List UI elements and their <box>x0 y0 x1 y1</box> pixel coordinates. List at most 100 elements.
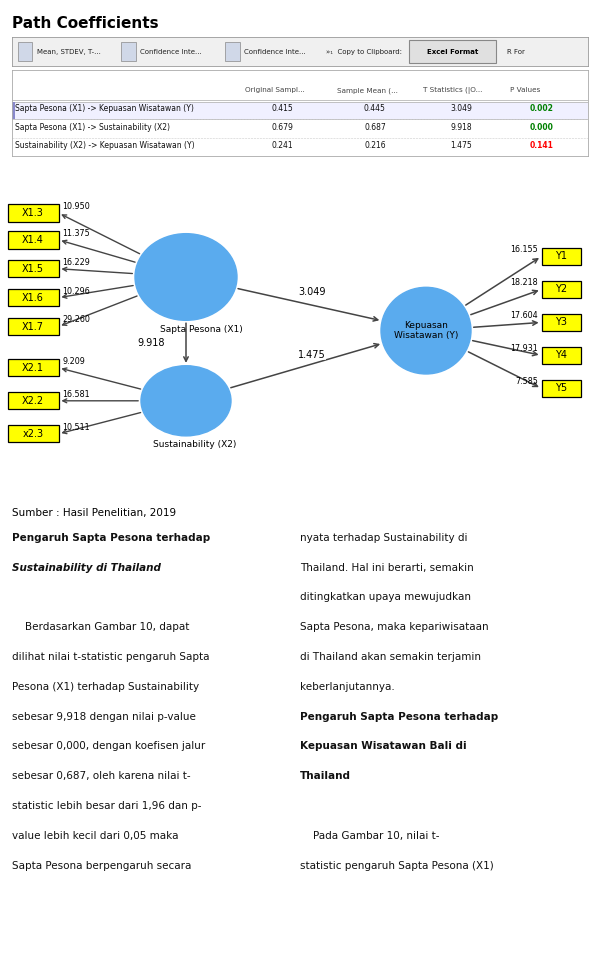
Text: 18.218: 18.218 <box>510 278 538 287</box>
Text: 0.687: 0.687 <box>364 123 386 132</box>
Text: sebesar 0,000, dengan koefisen jalur: sebesar 0,000, dengan koefisen jalur <box>12 742 205 751</box>
Text: 16.581: 16.581 <box>62 389 90 399</box>
Text: Pada Gambar 10, nilai t-: Pada Gambar 10, nilai t- <box>300 831 439 841</box>
Text: Confidence Inte...: Confidence Inte... <box>244 49 306 55</box>
Bar <box>18 42 32 61</box>
Text: 0.216: 0.216 <box>364 141 386 150</box>
Text: 9.209: 9.209 <box>62 357 85 366</box>
Text: 3.049: 3.049 <box>298 287 325 297</box>
FancyBboxPatch shape <box>8 359 59 376</box>
Text: ditingkatkan upaya mewujudkan: ditingkatkan upaya mewujudkan <box>300 592 471 602</box>
Bar <box>12 101 15 119</box>
Text: Sample Mean (...: Sample Mean (... <box>337 87 398 94</box>
FancyBboxPatch shape <box>8 260 59 278</box>
Text: 16.229: 16.229 <box>62 257 90 267</box>
FancyBboxPatch shape <box>542 380 581 396</box>
Text: 11.375: 11.375 <box>62 229 90 237</box>
Text: 10.950: 10.950 <box>62 202 90 211</box>
Text: statistic pengaruh Sapta Pesona (X1): statistic pengaruh Sapta Pesona (X1) <box>300 860 494 871</box>
FancyBboxPatch shape <box>8 289 59 306</box>
Text: nyata terhadap Sustainability di: nyata terhadap Sustainability di <box>300 533 467 543</box>
Text: 16.155: 16.155 <box>510 245 538 255</box>
Text: 10.511: 10.511 <box>62 423 90 432</box>
Text: sebesar 9,918 dengan nilai p-value: sebesar 9,918 dengan nilai p-value <box>12 712 196 722</box>
Text: 0.679: 0.679 <box>272 123 293 132</box>
FancyBboxPatch shape <box>8 318 59 335</box>
FancyBboxPatch shape <box>542 314 581 330</box>
Text: Sapta Pesona berpengaruh secara: Sapta Pesona berpengaruh secara <box>12 860 191 871</box>
Text: Sustainability (X2): Sustainability (X2) <box>154 440 236 449</box>
Text: dilihat nilai t-statistic pengaruh Sapta: dilihat nilai t-statistic pengaruh Sapta <box>12 652 209 662</box>
Text: Confidence Inte...: Confidence Inte... <box>140 49 202 55</box>
Bar <box>121 42 136 61</box>
Text: sebesar 0,687, oleh karena nilai t-: sebesar 0,687, oleh karena nilai t- <box>12 771 191 781</box>
Text: 10.296: 10.296 <box>62 286 90 296</box>
Text: X1.3: X1.3 <box>22 208 44 218</box>
Text: X1.6: X1.6 <box>22 293 44 302</box>
Ellipse shape <box>381 287 471 374</box>
Text: Y4: Y4 <box>555 350 567 361</box>
FancyBboxPatch shape <box>409 40 496 63</box>
Text: 0.241: 0.241 <box>272 141 293 150</box>
FancyBboxPatch shape <box>542 281 581 298</box>
Text: x2.3: x2.3 <box>22 429 44 439</box>
Text: X2.2: X2.2 <box>22 396 44 406</box>
Text: value lebih kecil dari 0,05 maka: value lebih kecil dari 0,05 maka <box>12 831 179 841</box>
Text: Excel Format: Excel Format <box>427 49 478 55</box>
Text: Y5: Y5 <box>555 384 567 393</box>
FancyBboxPatch shape <box>8 392 59 410</box>
Text: Sapta Pesona, maka kepariwisataan: Sapta Pesona, maka kepariwisataan <box>300 622 488 633</box>
Text: Original Sampl...: Original Sampl... <box>245 87 304 93</box>
Bar <box>225 42 239 61</box>
Text: Berdasarkan Gambar 10, dapat: Berdasarkan Gambar 10, dapat <box>12 622 190 633</box>
Text: Y1: Y1 <box>555 252 567 261</box>
Text: Kepuasan
Wisatawan (Y): Kepuasan Wisatawan (Y) <box>394 321 458 341</box>
Text: Pengaruh Sapta Pesona terhadap: Pengaruh Sapta Pesona terhadap <box>300 712 498 722</box>
Text: 0.415: 0.415 <box>272 104 293 113</box>
Text: 7.585: 7.585 <box>515 377 538 387</box>
FancyBboxPatch shape <box>8 425 59 442</box>
Text: Y2: Y2 <box>555 284 567 295</box>
Text: R For: R For <box>508 49 525 55</box>
Text: X1.7: X1.7 <box>22 322 44 331</box>
Text: 0.445: 0.445 <box>364 104 386 113</box>
Bar <box>12 101 588 119</box>
Text: 0.002: 0.002 <box>530 104 554 113</box>
Text: Sustainability di Thailand: Sustainability di Thailand <box>12 563 161 572</box>
Text: Sapta Pesona (X1) -> Kepuasan Wisatawan (Y): Sapta Pesona (X1) -> Kepuasan Wisatawan … <box>16 104 194 113</box>
Text: Sustainability (X2) -> Kepuasan Wisatawan (Y): Sustainability (X2) -> Kepuasan Wisatawa… <box>16 141 195 150</box>
Text: 29.260: 29.260 <box>62 316 90 324</box>
FancyBboxPatch shape <box>8 232 59 249</box>
Text: X1.5: X1.5 <box>22 264 44 274</box>
Text: Sumber : Hasil Penelitian, 2019: Sumber : Hasil Penelitian, 2019 <box>12 508 176 518</box>
Text: Path Coefficients: Path Coefficients <box>12 16 158 32</box>
Text: di Thailand akan semakin terjamin: di Thailand akan semakin terjamin <box>300 652 481 662</box>
Ellipse shape <box>141 366 231 435</box>
Text: Sapta Pesona (X1) -> Sustainability (X2): Sapta Pesona (X1) -> Sustainability (X2) <box>16 123 170 132</box>
Text: 0.000: 0.000 <box>530 123 554 132</box>
Text: T Statistics (|O...: T Statistics (|O... <box>423 87 482 94</box>
Text: Sapta Pesona (X1): Sapta Pesona (X1) <box>160 325 242 334</box>
Text: 9.918: 9.918 <box>451 123 472 132</box>
Text: 17.604: 17.604 <box>510 311 538 321</box>
Text: 0.141: 0.141 <box>530 141 554 150</box>
Text: Kepuasan Wisatawan Bali di: Kepuasan Wisatawan Bali di <box>300 742 467 751</box>
Text: X1.4: X1.4 <box>22 234 44 245</box>
Text: 3.049: 3.049 <box>451 104 472 113</box>
Text: Thailand. Hal ini berarti, semakin: Thailand. Hal ini berarti, semakin <box>300 563 474 572</box>
Text: 1.475: 1.475 <box>298 349 325 360</box>
Text: P Values: P Values <box>509 87 540 93</box>
Text: »₁  Copy to Clipboard:: »₁ Copy to Clipboard: <box>326 49 402 55</box>
FancyBboxPatch shape <box>542 347 581 364</box>
FancyBboxPatch shape <box>542 248 581 264</box>
Text: Pengaruh Sapta Pesona terhadap: Pengaruh Sapta Pesona terhadap <box>12 533 210 543</box>
Text: Mean, STDEV, T-...: Mean, STDEV, T-... <box>37 49 101 55</box>
Ellipse shape <box>135 234 237 321</box>
Text: 1.475: 1.475 <box>451 141 472 150</box>
Text: 9.918: 9.918 <box>137 338 165 348</box>
Text: Pesona (X1) terhadap Sustainability: Pesona (X1) terhadap Sustainability <box>12 681 199 692</box>
Text: Y3: Y3 <box>555 318 567 327</box>
Text: statistic lebih besar dari 1,96 dan p-: statistic lebih besar dari 1,96 dan p- <box>12 801 202 811</box>
FancyBboxPatch shape <box>8 205 59 222</box>
Text: 17.931: 17.931 <box>510 345 538 353</box>
